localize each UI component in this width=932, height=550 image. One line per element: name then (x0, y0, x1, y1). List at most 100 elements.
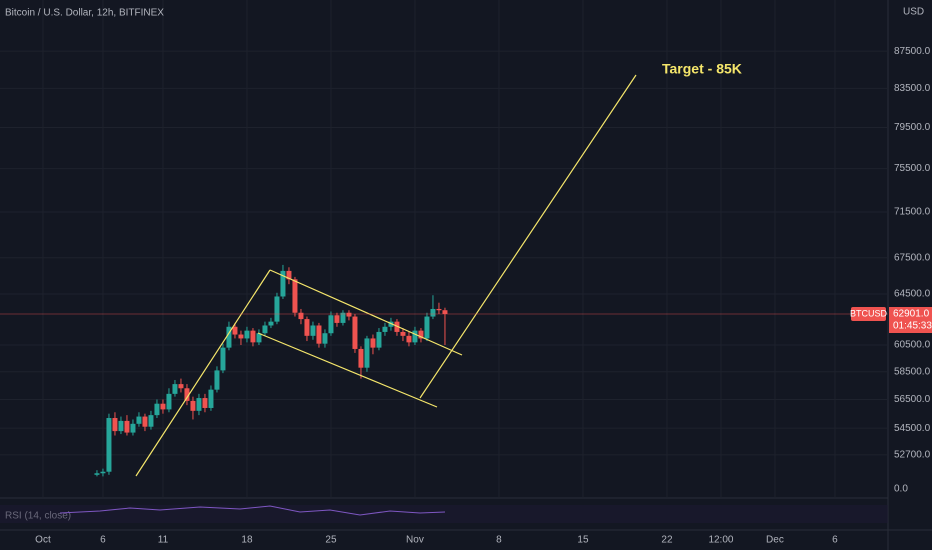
candle-body (322, 333, 328, 344)
indicator-line (59, 505, 446, 516)
candle-body (286, 270, 292, 280)
candle-body (430, 308, 436, 317)
y-tick-label: 58500.0 (894, 366, 931, 377)
x-tick-label: 15 (577, 535, 589, 546)
candle-body (196, 398, 202, 411)
candle-body (370, 338, 376, 348)
y-tick-label: 75500.0 (894, 163, 931, 174)
x-tick-label: 6 (832, 535, 838, 546)
candle-body (382, 326, 388, 332)
candle-body (418, 330, 424, 339)
candle-body (184, 388, 190, 401)
grid (0, 0, 888, 498)
y-tick-label: 64500.0 (894, 289, 931, 300)
y-tick-label: 79500.0 (894, 122, 931, 133)
candle-body (316, 325, 322, 344)
indicator-scale: 0.0 (894, 484, 908, 495)
trend-line (135, 269, 271, 477)
candle-body (166, 393, 172, 410)
symbol-label: BTCUSD (850, 308, 888, 318)
channel-lower (257, 332, 438, 408)
candle-body (388, 321, 394, 327)
candle-body (208, 389, 214, 408)
x-tick-label: Dec (766, 535, 784, 546)
target-line (419, 74, 637, 399)
x-tick-label: 8 (496, 535, 502, 546)
candle-body (340, 312, 346, 323)
candle-body (154, 403, 160, 416)
candle-body (190, 400, 196, 411)
candle-body (256, 333, 262, 343)
y-tick-label: 71500.0 (894, 207, 931, 218)
x-tick-label: 6 (100, 535, 106, 546)
candle-body (442, 310, 448, 314)
candle-body (274, 296, 280, 322)
annotation: Target - 85K (662, 61, 742, 77)
candle-body (304, 319, 310, 336)
candle-body (406, 335, 412, 343)
candle-body (268, 321, 274, 326)
candle-body (94, 473, 100, 475)
candle-body (220, 347, 226, 371)
candle-body (238, 334, 244, 339)
candle-body (178, 384, 184, 389)
x-tick-label: 12:00 (708, 535, 733, 546)
candle-body (106, 418, 112, 472)
y-tick-label: 60500.0 (894, 340, 931, 351)
candle-body (160, 403, 166, 410)
channel-upper (269, 269, 463, 356)
symbol-box (851, 306, 886, 321)
price-box (889, 306, 932, 333)
candle-body (202, 398, 208, 408)
candle-body (262, 325, 268, 334)
candle-body (280, 270, 286, 297)
candle-body (232, 326, 238, 335)
candle-body (334, 315, 340, 323)
y-tick-label: 52700.0 (894, 450, 931, 461)
x-tick-label: 22 (661, 535, 673, 546)
candle-body (118, 420, 124, 432)
currency: USD (903, 7, 924, 18)
candle-body (298, 312, 304, 320)
y-tick-label: 54500.0 (894, 423, 931, 434)
candle-body (412, 330, 418, 343)
candle-body (352, 316, 358, 349)
candle-body (328, 315, 334, 334)
y-tick-label: 87500.0 (894, 46, 931, 57)
candle-body (226, 326, 232, 348)
candle-body (376, 331, 382, 348)
candle-body (244, 330, 250, 339)
candle-body (424, 316, 430, 339)
indicator-band (0, 505, 888, 523)
candle-body (130, 423, 136, 433)
candle-body (364, 338, 370, 368)
x-tick-label: 11 (158, 535, 169, 546)
candle-body (250, 330, 256, 343)
x-tick-label: 25 (325, 535, 337, 546)
candle-body (310, 325, 316, 336)
x-tick-label: Oct (35, 535, 51, 546)
candle-body (124, 420, 130, 433)
price-labels: 87500.0 83500.0 79500.0 75500.0 71500.0 67500… (0, 46, 932, 546)
candle-body (112, 418, 118, 432)
drawings (135, 74, 637, 477)
candle-body (292, 279, 298, 313)
candle-body (436, 308, 442, 311)
candle-body (358, 348, 364, 368)
candle-body (214, 370, 220, 390)
candle-body (400, 331, 406, 336)
candle-body (346, 312, 352, 317)
countdown: 01:45:33 (893, 321, 932, 332)
chart-title: Bitcoin / U.S. Dollar, 12h, BITFINEX (5, 8, 164, 19)
x-tick-label: Nov (406, 535, 424, 546)
last-price-label: 62901.0 (893, 309, 930, 320)
x-tick-label: 18 (241, 535, 253, 546)
y-tick-label: 83500.0 (894, 83, 931, 94)
candle-body (172, 384, 178, 394)
y-tick-label: 56500.0 (894, 394, 931, 405)
candle-body (142, 416, 148, 427)
y-tick-label: 67500.0 (894, 252, 931, 263)
candle-body (100, 471, 106, 474)
